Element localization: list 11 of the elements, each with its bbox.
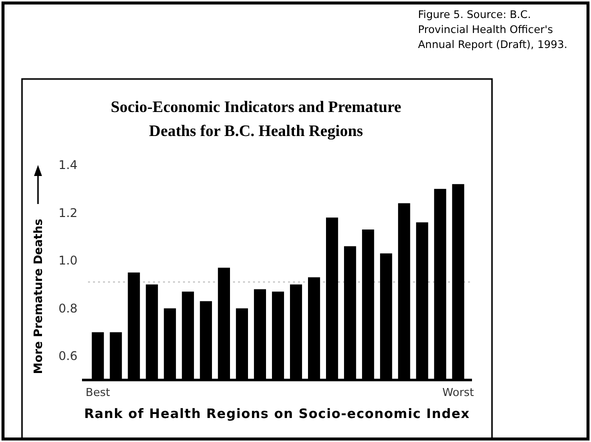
chart-title: Socio-Economic Indicators and Premature Deaths for B.C. Health Regions [110,99,402,140]
y-axis-title: More Premature Deaths [31,218,45,374]
x-tick-label: Best [86,386,111,399]
y-tick-label: 1.0 [58,254,78,268]
y-tick-label: 1.2 [58,206,78,220]
x-axis-title: Rank of Health Regions on Socio-economic Index [84,407,470,422]
y-tick-label: 0.8 [58,301,78,316]
x-tick-label: Worst [442,386,475,399]
caption: Figure 5. Source: B.C. Provincial Health Officer's Annual Report (Draft), 1993. [418,9,568,51]
y-tick-label: 0.6 [58,349,78,364]
y-tick-label: 1.4 [58,158,78,172]
